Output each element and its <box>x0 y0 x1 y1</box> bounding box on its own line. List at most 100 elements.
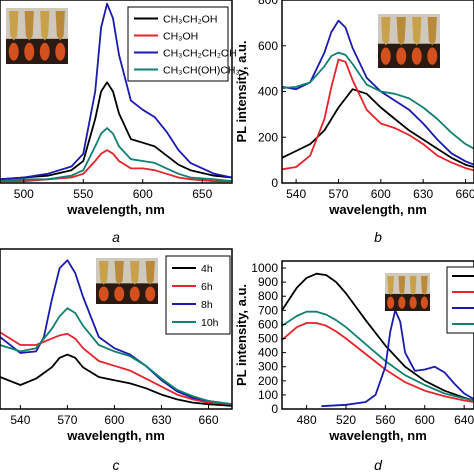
panel-c-series-line-2 <box>0 331 232 406</box>
panel-b-x-tick-label: 630 <box>413 187 433 201</box>
panel-d-x-tick-label: 600 <box>415 413 435 427</box>
panel-b-vial-photo <box>378 14 440 68</box>
panel-c-x-tick-label: 600 <box>104 413 124 427</box>
vial-icon <box>381 17 391 46</box>
vial-icon <box>409 276 417 296</box>
panel-a-x-axis-title: wavelength, nm <box>66 202 165 217</box>
panel-d-y-tick-label: 900 <box>258 275 278 289</box>
panel-b-y-tick-label: 600 <box>258 39 278 53</box>
panel-b-x-tick-label: 600 <box>371 187 391 201</box>
panel-d-y-tick-label: 300 <box>258 360 278 374</box>
vial-photo-bottom <box>385 293 430 311</box>
vial-glow-icon <box>427 47 438 65</box>
panel-a-x-tick-label: 650 <box>192 187 212 201</box>
panel-d-label: d <box>374 457 383 473</box>
panel-b-x-ticks: 540 570 600 630 660 <box>286 179 474 201</box>
panel-a-frame <box>0 0 233 184</box>
panel-c-x-tick-label: 540 <box>10 413 30 427</box>
panel-a-series-line-2 <box>0 149 232 183</box>
panel-d-x-tick-label: 640 <box>454 413 474 427</box>
vial-glow-icon <box>8 42 19 61</box>
panel-d-series-line-2 <box>282 322 474 403</box>
vial-icon <box>40 11 50 41</box>
panel-c-series-line-4 <box>0 307 232 406</box>
panel-b-series-line-2 <box>282 58 474 172</box>
panel-b-y-tick-label: 400 <box>258 85 278 99</box>
vial-glow-icon <box>98 286 109 302</box>
vial-glow-icon <box>420 296 428 309</box>
panel-d-y-tick-label: 0 <box>271 402 278 416</box>
panel-b-y-ticks: 0 200 400 600 800 <box>258 0 286 190</box>
panel-b-series-line-3 <box>282 19 474 166</box>
legend-entry: 6h <box>201 281 213 293</box>
vial-icon <box>145 261 155 285</box>
panel-d-x-ticks: 480 520 560 600 640 <box>297 405 474 427</box>
panel-d-series-line-3 <box>282 310 474 402</box>
legend-entry: 10h <box>201 317 219 329</box>
vial-icon <box>396 17 406 46</box>
panel-c-vial-photo <box>96 258 158 304</box>
panel-d-series-line-1 <box>282 272 474 402</box>
legend-box <box>446 266 474 334</box>
vial-glow-icon <box>129 286 140 302</box>
panel-d-y-tick-label: 1000 <box>251 261 278 275</box>
legend-entry: 8h <box>201 299 213 311</box>
panel-b-y-axis-title: PL intensity, a.u. <box>234 40 249 142</box>
panel-b-chart: 540 570 600 630 660 0 200 400 600 800 wavelength… <box>234 0 474 245</box>
vial-icon <box>427 17 437 46</box>
panel-c-series-line-1 <box>0 353 232 407</box>
vial-icon <box>114 261 124 285</box>
panel-c-x-ticks: 540 570 600 630 660 <box>10 405 219 427</box>
panel-d-x-axis-title: wavelength, nm <box>328 428 427 443</box>
panel-c-series-lines <box>0 259 232 407</box>
panel-b-x-tick-label: 540 <box>286 187 306 201</box>
panel-d-y-tick-label: 700 <box>258 303 278 317</box>
panel-a-x-ticks: 500 550 600 650 <box>14 179 213 201</box>
panel-a-label: a <box>112 229 120 245</box>
vial-icon <box>55 11 65 41</box>
panel-a-vial-photo <box>6 8 68 64</box>
panel-a-series-line-3 <box>0 2 232 181</box>
vial-glow-icon <box>114 286 125 302</box>
panel-a-series-line-4 <box>0 127 232 183</box>
panel-b-y-tick-label: 800 <box>258 0 278 7</box>
panel-d-y-axis-title: PL intensity, a.u. <box>234 284 249 386</box>
panel-a-x-tick-label: 500 <box>14 187 34 201</box>
vial-photo-top <box>385 273 430 294</box>
panel-a-chart: 500 550 600 650 wavelength, nm a CH₃CH₂OH CH… <box>0 0 240 245</box>
panel-d-chart: 480 520 560 600 640 010020030040050060070080… <box>234 260 474 473</box>
vial-icon <box>24 11 34 41</box>
panel-d-y-tick-label: 800 <box>258 289 278 303</box>
panel-c-legend: 4h 6h 8h 10h <box>165 255 231 335</box>
vial-glow-icon <box>55 42 66 61</box>
panel-d-series-line-4 <box>321 309 474 408</box>
legend-entry: CH₃OH <box>163 31 198 43</box>
panel-b-series-lines <box>282 19 474 172</box>
panel-d-y-tick-label: 100 <box>258 388 278 402</box>
legend-entry: CH₃CH(OH)CH₃ <box>163 65 240 77</box>
vial-photo-bottom <box>96 283 158 304</box>
legend-entry: 4h <box>201 263 213 275</box>
panel-a-series-lines <box>0 2 232 183</box>
vial-glow-icon <box>380 47 391 65</box>
panel-c-frame <box>0 248 233 410</box>
vial-glow-icon <box>411 47 422 65</box>
panel-b-y-tick-label: 200 <box>258 130 278 144</box>
panel-d-x-tick-label: 520 <box>336 413 356 427</box>
panel-c-x-tick-label: 630 <box>151 413 171 427</box>
panel-d-x-tick-label: 480 <box>297 413 317 427</box>
panel-a-legend: CH₃CH₂OH CH₃OH CH₃CH₂CH₂OH CH₃CH(OH)CH₃ <box>127 6 240 82</box>
panel-c-chart: 540 570 600 630 660 wavelength, nm c 4h 6h 8h 1… <box>0 248 233 473</box>
panel-c-x-axis-title: wavelength, nm <box>66 428 165 443</box>
vial-icon <box>130 261 140 285</box>
panel-b-x-tick-label: 660 <box>456 187 474 201</box>
panel-b-series-line-1 <box>282 88 474 168</box>
panel-c-label: c <box>113 457 120 473</box>
vial-glow-icon <box>409 296 417 309</box>
legend-entry: CH₃CH₂OH <box>163 14 217 26</box>
panel-d-legend-partial <box>446 266 474 334</box>
vial-glow-icon <box>24 42 35 61</box>
vial-glow-icon <box>145 286 156 302</box>
